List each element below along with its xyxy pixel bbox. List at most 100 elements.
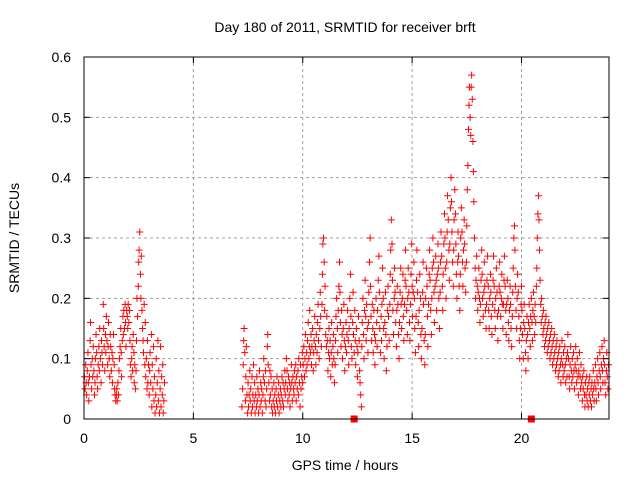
data-point xyxy=(392,343,400,351)
data-point xyxy=(429,234,437,242)
data-point xyxy=(333,294,341,302)
data-point xyxy=(294,391,302,399)
data-point xyxy=(473,282,481,290)
data-point xyxy=(387,246,395,254)
data-point xyxy=(255,367,263,375)
data-point xyxy=(452,240,460,248)
data-point xyxy=(494,337,502,345)
data-point xyxy=(402,282,410,290)
data-point xyxy=(330,355,338,363)
data-point xyxy=(604,385,612,393)
data-point xyxy=(562,379,570,387)
data-point xyxy=(360,355,368,363)
data-point xyxy=(367,282,375,290)
data-point xyxy=(314,318,322,326)
data-point xyxy=(594,355,602,363)
data-point xyxy=(573,355,581,363)
data-point xyxy=(342,318,350,326)
data-point xyxy=(360,306,368,314)
data-point xyxy=(462,288,470,296)
data-point xyxy=(532,282,540,290)
data-point xyxy=(522,337,530,345)
data-point xyxy=(256,403,264,411)
data-point xyxy=(135,258,143,266)
data-point xyxy=(504,294,512,302)
data-point xyxy=(133,337,140,345)
data-point xyxy=(361,276,369,284)
x-tick-labels: 0 5 10 15 20 xyxy=(80,430,529,446)
data-point xyxy=(316,325,324,332)
data-point xyxy=(528,337,536,345)
data-point xyxy=(292,397,300,405)
data-point xyxy=(124,300,132,308)
data-point xyxy=(149,385,157,393)
data-point xyxy=(335,282,343,290)
data-point xyxy=(125,318,133,326)
data-point xyxy=(450,246,458,254)
data-point xyxy=(427,331,435,339)
data-point xyxy=(535,246,543,254)
data-point xyxy=(115,391,123,399)
data-point xyxy=(368,300,376,308)
data-point xyxy=(398,325,406,332)
data-point xyxy=(339,355,347,363)
data-point xyxy=(113,385,121,393)
data-point xyxy=(451,186,459,194)
data-point xyxy=(259,391,267,399)
data-point xyxy=(480,258,488,266)
data-point xyxy=(357,391,365,399)
data-point xyxy=(424,343,432,351)
data-point xyxy=(353,373,361,381)
axis-ticks xyxy=(83,56,609,420)
data-point xyxy=(518,282,525,290)
data-points xyxy=(80,71,613,423)
data-point xyxy=(548,325,556,332)
data-point xyxy=(264,331,272,339)
data-point xyxy=(86,337,94,345)
data-point xyxy=(412,312,420,320)
data-point xyxy=(371,337,379,345)
data-point xyxy=(393,282,401,290)
data-point xyxy=(381,318,389,326)
data-point xyxy=(434,264,442,272)
data-point xyxy=(322,343,330,351)
data-point xyxy=(467,83,475,91)
data-point xyxy=(502,331,510,339)
data-point xyxy=(531,331,539,339)
data-point xyxy=(282,355,290,363)
data-point xyxy=(320,258,328,266)
data-point xyxy=(434,240,442,248)
data-point xyxy=(367,312,375,320)
data-point xyxy=(150,343,158,351)
data-point xyxy=(596,373,604,381)
data-point xyxy=(403,306,411,314)
data-point xyxy=(423,282,431,290)
data-point xyxy=(404,294,412,302)
data-point xyxy=(242,373,250,381)
data-point xyxy=(239,361,247,369)
data-point xyxy=(468,95,476,103)
data-point xyxy=(515,337,523,345)
data-point xyxy=(321,282,329,290)
data-point xyxy=(463,222,471,230)
data-point xyxy=(127,373,135,381)
data-point xyxy=(140,349,147,357)
data-point xyxy=(369,349,377,357)
data-point xyxy=(159,361,167,369)
data-point xyxy=(467,131,475,139)
data-point xyxy=(497,312,505,320)
data-point xyxy=(508,343,516,351)
y-tick-label: 0.5 xyxy=(52,109,72,125)
data-point xyxy=(317,312,325,320)
data-point xyxy=(430,258,438,266)
data-point xyxy=(92,331,100,339)
data-point xyxy=(415,343,423,351)
data-point xyxy=(110,361,118,369)
data-point xyxy=(456,270,464,278)
data-point xyxy=(589,391,597,399)
data-point xyxy=(147,331,155,339)
data-point xyxy=(536,276,544,284)
data-point xyxy=(426,276,434,284)
data-point xyxy=(346,270,354,278)
data-point xyxy=(598,343,606,351)
